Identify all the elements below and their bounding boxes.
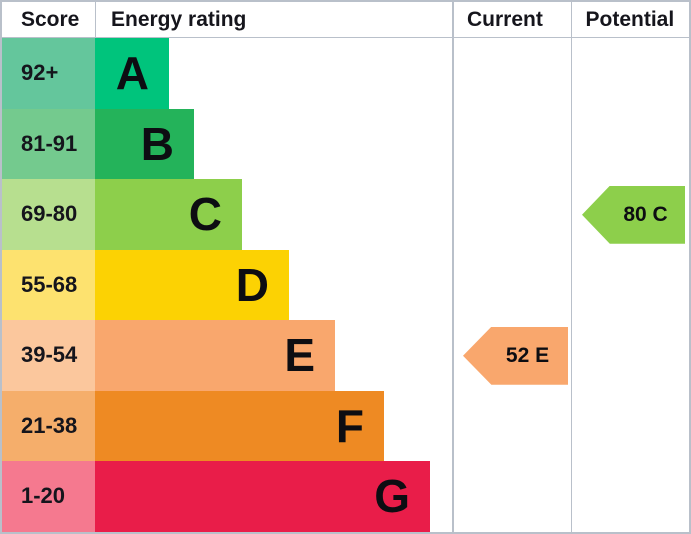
rating-letter-d: D <box>235 258 269 311</box>
score-range-e: 39-54 <box>2 320 95 391</box>
rating-row-d: 55-68 D <box>2 249 689 320</box>
header-score: Score <box>21 7 80 31</box>
header-current: Current <box>467 7 543 31</box>
header-potential: Potential <box>585 7 675 31</box>
rating-bar-b: B <box>95 108 194 179</box>
rating-rows: 92+ A 81-91 B 69-80 C 55-68 D 39-54 <box>2 38 689 532</box>
rating-bar-f: F <box>95 390 384 461</box>
rating-letter-g: G <box>374 470 410 523</box>
rating-row-c: 69-80 C <box>2 179 689 250</box>
score-range-b: 81-91 <box>2 108 95 179</box>
rating-letter-f: F <box>335 399 364 452</box>
rating-row-e: 39-54 E <box>2 320 689 391</box>
table-header: Score Energy rating Current Potential <box>2 2 689 38</box>
rating-bar-e: E <box>95 320 335 391</box>
current-column-divider <box>452 2 454 532</box>
potential-rating-label: 80 C <box>623 202 668 226</box>
header-energy-rating: Energy rating <box>95 2 452 37</box>
rating-bar-g: G <box>95 461 430 532</box>
rating-letter-a: A <box>115 47 149 100</box>
rating-bar-a: A <box>95 38 169 109</box>
rating-bar-c: C <box>95 179 242 250</box>
rating-row-b: 81-91 B <box>2 108 689 179</box>
score-range-a: 92+ <box>2 38 95 109</box>
score-range-d: 55-68 <box>2 249 95 320</box>
score-range-c: 69-80 <box>2 179 95 250</box>
rating-row-a: 92+ A <box>2 38 689 109</box>
rating-row-g: 1-20 G <box>2 461 689 532</box>
rating-bar-d: D <box>95 249 289 320</box>
score-range-g: 1-20 <box>2 461 95 532</box>
score-range-f: 21-38 <box>2 390 95 461</box>
rating-letter-c: C <box>188 188 222 241</box>
current-rating-label: 52 E <box>505 343 550 367</box>
rating-row-f: 21-38 F <box>2 390 689 461</box>
potential-column-divider <box>570 2 572 532</box>
rating-letter-b: B <box>140 117 174 170</box>
rating-letter-e: E <box>284 329 315 382</box>
